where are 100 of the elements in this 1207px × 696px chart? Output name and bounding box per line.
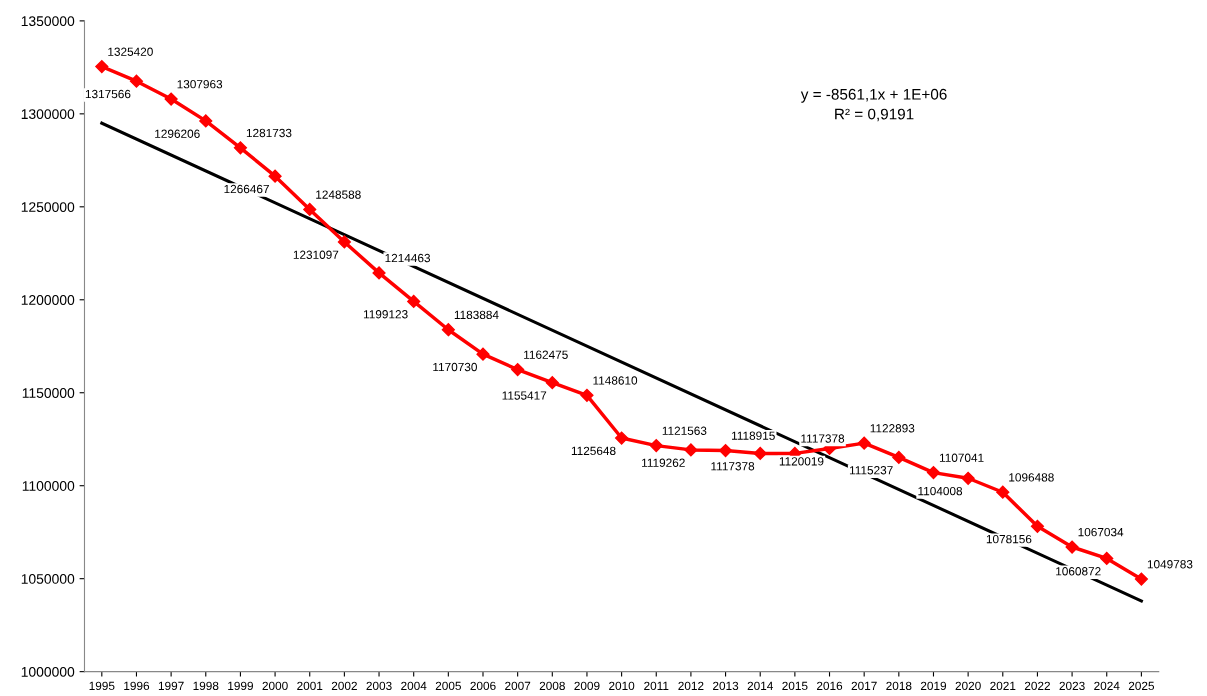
point [718, 443, 733, 458]
data-label: 1307963 [177, 80, 223, 89]
data-label: 1214463 [385, 253, 431, 263]
x-tick-label: 2006 [470, 681, 496, 691]
data-label: 1067034 [1078, 527, 1124, 537]
y-tick-label: 1100000 [22, 481, 75, 491]
y-tick-label: 1050000 [21, 574, 75, 584]
x-tick-label: 2012 [678, 681, 704, 691]
point [1065, 540, 1079, 554]
x-tick-label: 2004 [401, 681, 427, 691]
point [233, 141, 248, 155]
point [441, 323, 455, 337]
data-label: 1317566 [85, 89, 131, 99]
point [337, 235, 351, 249]
x-tick-label: 2025 [1128, 681, 1155, 691]
data-label: 1281733 [246, 128, 292, 138]
x-tick-label: 1996 [124, 681, 150, 691]
point [615, 431, 629, 445]
data-label: 1049783 [1147, 560, 1193, 569]
x-tick-label: 2009 [574, 681, 600, 691]
point [649, 439, 663, 453]
point [857, 436, 871, 450]
data-label: 1248588 [316, 190, 361, 199]
point [926, 466, 941, 480]
y-tick-label: 1150000 [22, 388, 75, 398]
x-tick-label: 2008 [539, 681, 565, 691]
point [580, 388, 594, 402]
x-tick-label: 2022 [1024, 681, 1050, 691]
data-label: 1119262 [642, 458, 685, 467]
point [476, 347, 490, 361]
point [1134, 572, 1148, 586]
data-label: 1121563 [662, 426, 707, 435]
data-label: 1115237 [849, 466, 893, 475]
point [996, 485, 1010, 499]
data-label: 1155417 [502, 391, 547, 400]
point [892, 450, 906, 464]
x-tick-label: 2013 [713, 681, 739, 691]
annotation: y = -8561,1x + 1E+06 R² = 0,9191 [800, 88, 947, 122]
data-label: 1078156 [986, 534, 1032, 544]
x-tick-label: 1999 [228, 681, 253, 691]
x-tick-label: 2017 [851, 681, 877, 691]
x-tick-label: 2000 [262, 681, 288, 691]
data-label: 1266467 [224, 184, 269, 194]
x-tick-label: 2003 [366, 681, 392, 691]
x-tick-label: 2024 [1094, 681, 1120, 691]
y-tick-label: 1000000 [21, 666, 75, 677]
data-label: 1122893 [870, 424, 915, 433]
data-label: 1118915 [732, 431, 775, 440]
point [199, 114, 213, 128]
data-label: 1096488 [1009, 473, 1054, 482]
x-tick-label: 2001 [297, 681, 323, 691]
data-label: 1325420 [108, 47, 153, 56]
point [95, 59, 109, 74]
x-tick-label: 2010 [609, 681, 635, 691]
x-tick-label: 2019 [920, 681, 947, 691]
data-label: 1231097 [293, 250, 339, 259]
data-label: 1120019 [779, 457, 824, 466]
point [164, 92, 178, 106]
point [372, 266, 386, 280]
x-tick-label: 1997 [158, 681, 184, 691]
data-label: 1199123 [363, 310, 408, 319]
x-tick-label: 2021 [990, 681, 1016, 691]
x-tick-label: 2005 [435, 681, 461, 691]
data-label: 1148610 [593, 376, 638, 385]
point [303, 202, 317, 217]
y-tick-label: 1300000 [21, 109, 75, 120]
point [407, 294, 421, 308]
point [961, 471, 975, 485]
x-tick-label: 2014 [747, 681, 773, 691]
data-label: 1125648 [571, 446, 616, 456]
point [511, 362, 525, 377]
x-tick-label: 2007 [505, 681, 531, 691]
y-tick-label: 1200000 [21, 295, 75, 305]
y-tick-label: 1250000 [21, 202, 75, 212]
x-tick-label: 2016 [816, 681, 843, 691]
x-tick-label: 2011 [644, 681, 669, 691]
x-tick-label: 2002 [331, 681, 357, 691]
x-tick-label: 2023 [1059, 681, 1085, 691]
point [684, 443, 698, 457]
data-label: 1296206 [155, 129, 200, 138]
data-label: 1183884 [454, 310, 499, 320]
data-label: 1162475 [524, 350, 568, 359]
x-tick-label: 2015 [782, 681, 808, 691]
point [1030, 519, 1045, 533]
data-label: 1170730 [433, 362, 477, 372]
data-label: 1117378 [711, 462, 755, 471]
x-tick-label: 1995 [89, 681, 115, 691]
point [268, 169, 282, 183]
data-label: 1107041 [939, 453, 984, 462]
point [753, 446, 767, 460]
data-label: 1060872 [1056, 567, 1101, 576]
data-label: 1104008 [918, 486, 963, 496]
x-tick-label: 2020 [955, 681, 981, 691]
point [1100, 551, 1114, 566]
point [545, 376, 559, 390]
data-label: 1117378 [801, 434, 845, 443]
y-tick-label: 1350000 [21, 16, 75, 27]
x-tick-label: 2018 [886, 681, 912, 691]
x-tick-label: 1998 [193, 681, 219, 691]
point [129, 74, 144, 88]
